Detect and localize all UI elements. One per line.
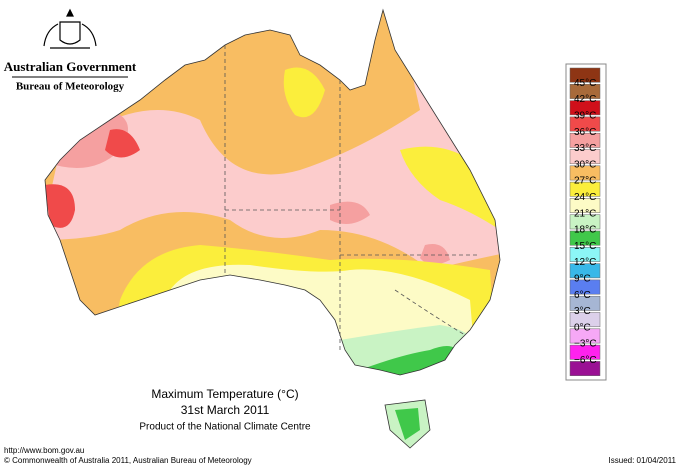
legend-swatch	[569, 344, 601, 360]
legend-label: 0°C	[574, 322, 591, 333]
legend-swatch	[569, 279, 601, 295]
crest	[43, 8, 97, 49]
state-borders	[224, 45, 480, 350]
legend-label: 30°C	[574, 159, 596, 170]
url: http://www.bom.gov.au	[4, 446, 84, 455]
gov-name: Australian Government	[4, 59, 137, 74]
legend-label: 33°C	[574, 143, 596, 154]
map-date: 31st March 2011	[181, 403, 270, 417]
agency-name: Bureau of Meteorology	[16, 81, 125, 93]
product-note: Product of the National Climate Centre	[139, 422, 311, 433]
legend-swatch	[569, 116, 601, 132]
legend-swatch	[569, 181, 601, 197]
legend-label: 3°C	[574, 306, 591, 317]
legend-label: −6°C	[574, 355, 597, 366]
legend-label: 15°C	[574, 241, 596, 252]
legend-label: 36°C	[574, 127, 596, 138]
legend-label: 12°C	[574, 257, 596, 268]
legend-label: 21°C	[574, 208, 596, 219]
legend-label: 24°C	[574, 192, 596, 203]
copyright: © Commonwealth of Australia 2011, Austra…	[4, 456, 252, 465]
legend-label: 39°C	[574, 111, 596, 122]
legend-swatch	[569, 100, 601, 116]
legend-swatch	[569, 328, 601, 344]
legend-swatch	[569, 132, 601, 148]
legend-label: 45°C	[574, 78, 596, 89]
legend-swatch	[569, 263, 601, 279]
legend-swatch	[569, 149, 601, 165]
legend-label: 42°C	[574, 94, 596, 105]
coastline	[44, 8, 501, 449]
map-title: Maximum Temperature (°C)	[151, 387, 298, 401]
issued: Issued: 01/04/2011	[609, 456, 677, 465]
legend-swatch	[569, 165, 601, 181]
legend-label: −3°C	[574, 339, 597, 350]
legend-swatch	[569, 361, 601, 376]
legend-swatch	[569, 230, 601, 246]
legend-swatch	[569, 214, 601, 230]
legend-swatch	[569, 198, 601, 213]
legend-label: 27°C	[574, 176, 596, 187]
legend-swatch	[569, 67, 601, 83]
legend-label: 18°C	[574, 225, 596, 236]
legend-swatch	[569, 295, 601, 311]
legend-swatch	[569, 247, 601, 262]
legend-swatch	[569, 84, 601, 99]
legend-label: 6°C	[574, 290, 591, 301]
legend-swatch	[569, 312, 601, 328]
legend: 45°C 42°C 39°C 36°C 33°C 30°C 27°C 24°C 21°C 18°C…	[569, 67, 601, 376]
legend-label: 9°C	[574, 274, 591, 285]
